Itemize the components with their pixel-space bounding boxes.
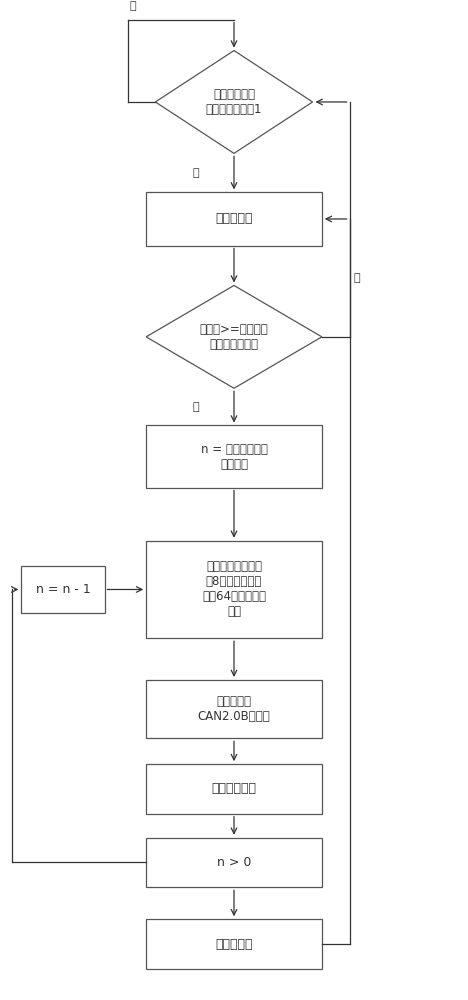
FancyBboxPatch shape <box>146 192 322 246</box>
Text: 否: 否 <box>353 273 360 283</box>
Text: n = n - 1: n = n - 1 <box>36 583 90 596</box>
FancyBboxPatch shape <box>146 919 322 969</box>
Text: 打包成符合
CAN2.0B数据帧: 打包成符合 CAN2.0B数据帧 <box>197 695 271 723</box>
Text: 数据同步数组
各元素是否均为1: 数据同步数组 各元素是否均为1 <box>206 88 262 116</box>
FancyBboxPatch shape <box>21 566 104 613</box>
Text: 按缓存地址依次读
取8节电池巡检数
据（64位二进制数
据）: 按缓存地址依次读 取8节电池巡检数 据（64位二进制数 据） <box>202 560 266 618</box>
Polygon shape <box>155 51 313 153</box>
Polygon shape <box>146 285 322 388</box>
Text: n > 0: n > 0 <box>217 856 251 869</box>
Text: 是: 是 <box>193 168 199 178</box>
Text: 否: 否 <box>130 1 137 11</box>
FancyBboxPatch shape <box>146 764 322 814</box>
Text: 读取定时器: 读取定时器 <box>215 212 253 225</box>
FancyBboxPatch shape <box>146 838 322 887</box>
Text: n = 数据同步数组
元素个数: n = 数据同步数组 元素个数 <box>201 443 267 471</box>
Text: 是: 是 <box>193 402 199 412</box>
FancyBboxPatch shape <box>146 425 322 488</box>
Text: 复位定时器: 复位定时器 <box>215 938 253 951</box>
Text: 发送至上位机: 发送至上位机 <box>212 782 256 795</box>
FancyBboxPatch shape <box>146 541 322 638</box>
Text: 定时器>=用户配置
的定时发送周期: 定时器>=用户配置 的定时发送周期 <box>200 323 268 351</box>
FancyBboxPatch shape <box>146 680 322 738</box>
